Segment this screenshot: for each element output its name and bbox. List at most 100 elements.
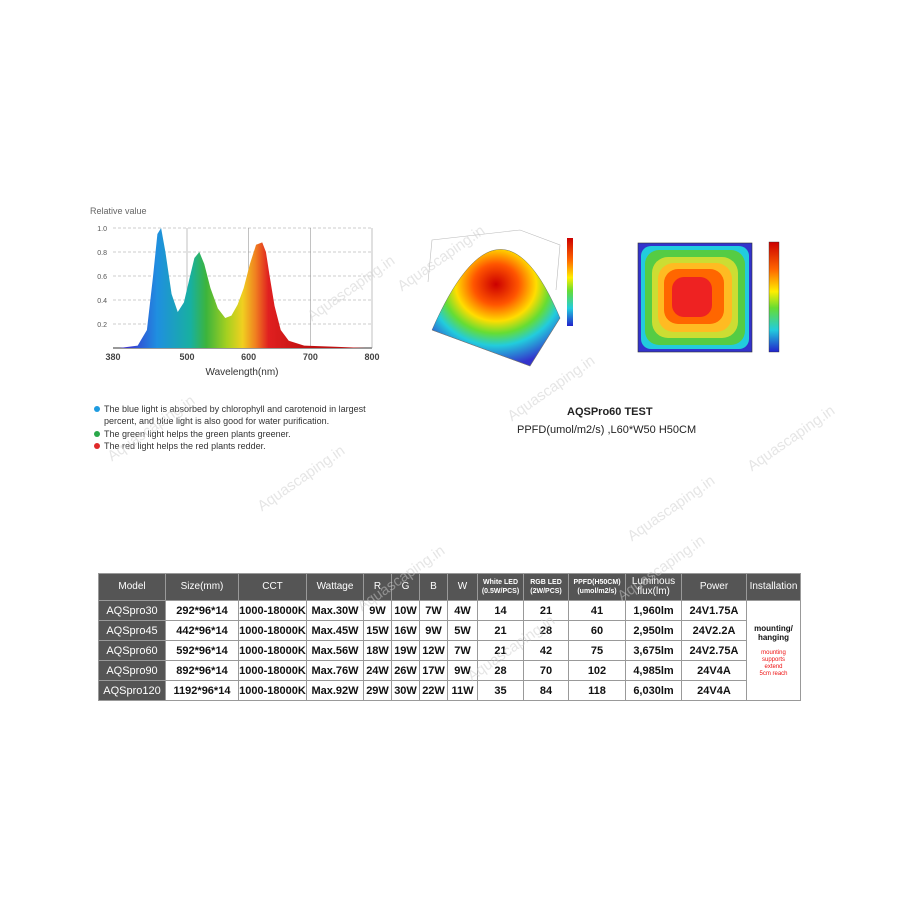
x-axis-label: Wavelength(nm) <box>206 367 279 378</box>
header-cell: B <box>419 573 448 601</box>
row: AQSpro45 442*96*14 1000-18000K Max.45W 15W 16… <box>98 620 801 641</box>
header-cell: Installation <box>746 573 801 601</box>
x-tick-label: 700 <box>303 352 318 362</box>
cell: 24V2.75A <box>681 640 747 661</box>
header-cell: White LED (0.5W/PCS) <box>477 573 524 601</box>
cell: 4W <box>447 600 478 621</box>
cell: 42 <box>523 640 569 661</box>
installation-main: mounting/ hanging <box>754 623 793 642</box>
header-cell: Wattage <box>306 573 364 601</box>
row: AQSpro30 292*96*14 1000-18000K Max.30W 9W 10W… <box>98 600 801 701</box>
cell: 41 <box>568 600 626 621</box>
y-tick-label: 0.4 <box>97 298 107 305</box>
cell: 17W <box>419 660 448 681</box>
cell: 1000-18000K <box>238 620 307 641</box>
cell: 30W <box>391 680 420 701</box>
row: AQSpro120 1192*96*14 1000-18000K Max.92W 29W… <box>98 680 801 701</box>
cell: 2,950lm <box>625 620 682 641</box>
cell: 102 <box>568 660 626 681</box>
test-subtitle: PPFD(umol/m2/s) ,L60*W50 H50CM <box>517 424 696 436</box>
header-cell: W <box>447 573 478 601</box>
header-cell: R <box>363 573 392 601</box>
cell: 14 <box>477 600 524 621</box>
cell: 292*96*14 <box>165 600 239 621</box>
y-tick-label: 1.0 <box>97 226 107 233</box>
cell: 60 <box>568 620 626 641</box>
row: AQSpro60 592*96*14 1000-18000K Max.56W 18W 19… <box>98 640 801 661</box>
cell: 19W <box>391 640 420 661</box>
spectrum-area <box>119 228 366 348</box>
spec-table: Model Size(mm) CCT Wattage R G B W White LED (0.… <box>98 573 801 701</box>
cell: 3,675lm <box>625 640 682 661</box>
cell: 1000-18000K <box>238 600 307 621</box>
cell: AQSpro60 <box>98 640 166 661</box>
note: The green light helps the green plants g… <box>94 428 394 440</box>
cell: 24V4A <box>681 660 747 681</box>
cell: 24V1.75A <box>681 600 747 621</box>
cell: 22W <box>419 680 448 701</box>
cell: AQSpro90 <box>98 660 166 681</box>
note-text: The green light helps the green plants g… <box>104 429 291 439</box>
cell: AQSpro30 <box>98 600 166 621</box>
cell: Max.76W <box>306 660 364 681</box>
cell: 1,960lm <box>625 600 682 621</box>
installation-note: mounting supports extend 5cm reach <box>759 649 788 677</box>
header-row: Model Size(mm) CCT Wattage R G B W White LED (0.… <box>98 573 801 601</box>
cell: 892*96*14 <box>165 660 239 681</box>
cell: 21 <box>477 640 524 661</box>
cell: 84 <box>523 680 569 701</box>
cell: 9W <box>419 620 448 641</box>
cell: 24V4A <box>681 680 747 701</box>
note-dot <box>94 443 100 449</box>
x-tick-label: 600 <box>241 352 256 362</box>
header-cell: Luminous flux(lm) <box>625 573 682 601</box>
header-cell: Size(mm) <box>165 573 239 601</box>
x-tick-label: 380 <box>105 352 120 362</box>
cell: 18W <box>363 640 392 661</box>
cell: 28 <box>523 620 569 641</box>
y-tick-label: 0.6 <box>97 274 107 281</box>
cell: 10W <box>391 600 420 621</box>
y-tick-label: 0.2 <box>97 322 107 329</box>
note-text: The blue light is absorbed by chlorophyl… <box>104 404 366 426</box>
cell: 118 <box>568 680 626 701</box>
cell: Max.45W <box>306 620 364 641</box>
cell: 24V2.2A <box>681 620 747 641</box>
cell: 70 <box>523 660 569 681</box>
note-dot <box>94 406 100 412</box>
cell: 26W <box>391 660 420 681</box>
cell: 5W <box>447 620 478 641</box>
note: The blue light is absorbed by chlorophyl… <box>94 403 394 427</box>
cell: 29W <box>363 680 392 701</box>
header-cell: PPFD(H50CM) (umol/m2/s) <box>568 573 626 601</box>
header-cell: G <box>391 573 420 601</box>
header-cell: Power <box>681 573 747 601</box>
ppfd-heatmap <box>637 241 780 353</box>
x-tick-label: 500 <box>179 352 194 362</box>
cell: AQSpro45 <box>98 620 166 641</box>
header-cell: Model <box>98 573 166 601</box>
header-cell: RGB LED (2W/PCS) <box>523 573 569 601</box>
ppfd-3d-plot <box>427 229 573 367</box>
installation-cell: mounting/ hanging mounting supports exten… <box>746 600 801 701</box>
cell: 4,985lm <box>625 660 682 681</box>
cell: Max.92W <box>306 680 364 701</box>
test-title: AQSPro60 TEST <box>567 406 653 418</box>
note-dot <box>94 431 100 437</box>
cell: 35 <box>477 680 524 701</box>
cell: 442*96*14 <box>165 620 239 641</box>
cell: 75 <box>568 640 626 661</box>
cell: 11W <box>447 680 478 701</box>
cell: 1000-18000K <box>238 680 307 701</box>
cell: 15W <box>363 620 392 641</box>
cell: 1000-18000K <box>238 640 307 661</box>
y-axis-label: Relative value <box>90 206 147 216</box>
cell: Max.56W <box>306 640 364 661</box>
header-cell: CCT <box>238 573 307 601</box>
cell: 1192*96*14 <box>165 680 239 701</box>
y-tick-label: 0.8 <box>97 250 107 257</box>
cell: 7W <box>447 640 478 661</box>
cell: 24W <box>363 660 392 681</box>
